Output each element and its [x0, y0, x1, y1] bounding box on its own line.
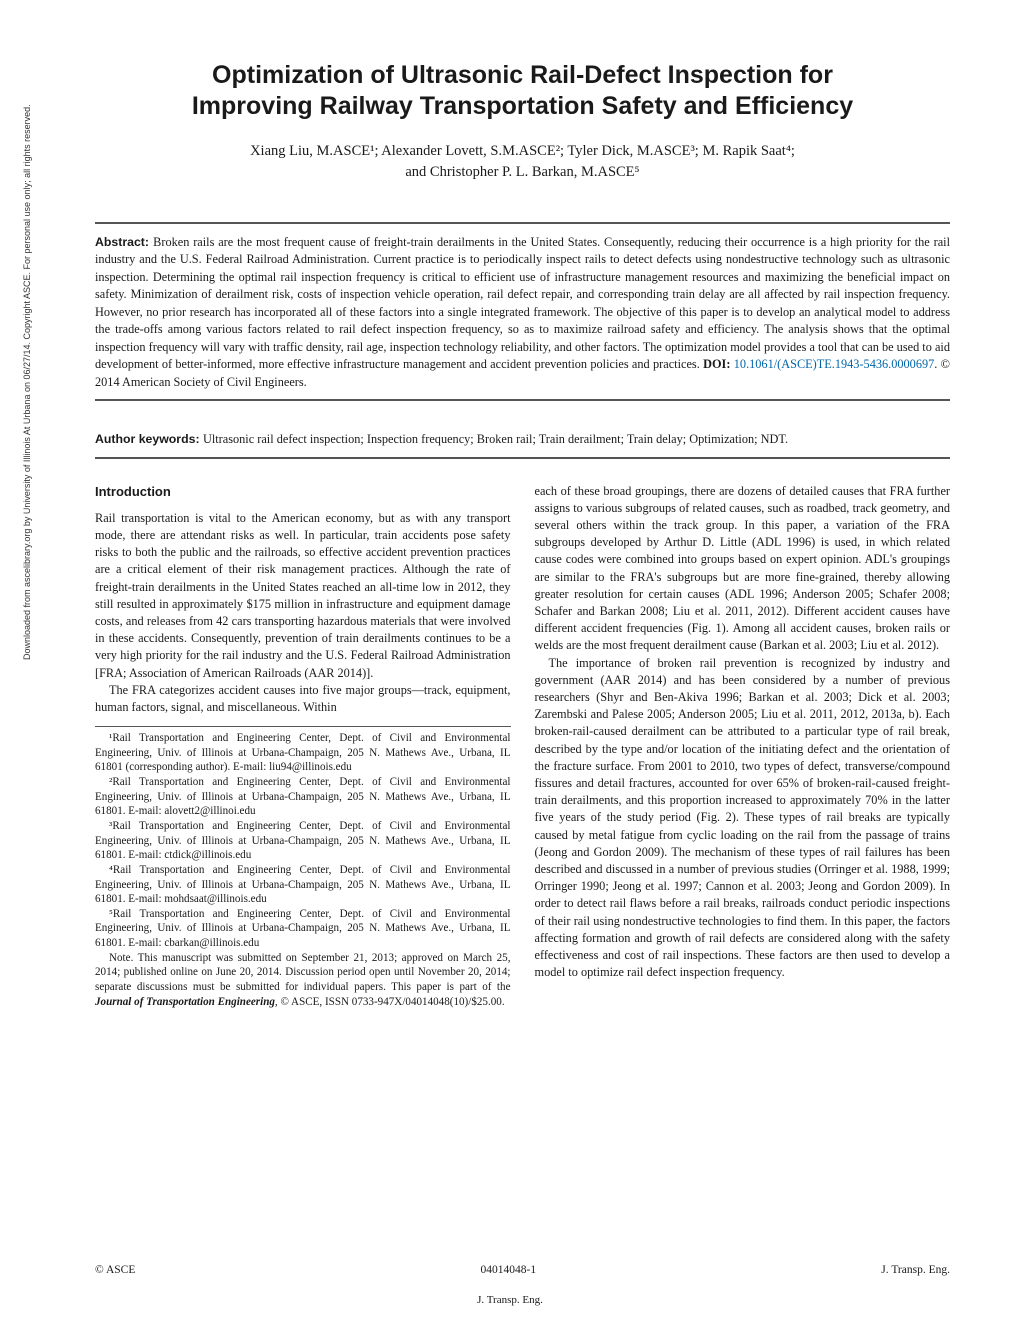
intro-paragraph-1: Rail transportation is vital to the Amer… [95, 510, 511, 682]
footer-journal-abbrev: J. Transp. Eng. [881, 1264, 950, 1276]
author-list: Xiang Liu, M.ASCE¹; Alexander Lovett, S.… [95, 141, 950, 185]
body-columns: Introduction Rail transportation is vita… [95, 483, 950, 1010]
author-footnotes: ¹Rail Transportation and Engineering Cen… [95, 726, 511, 1009]
keywords-label: Author keywords: [95, 432, 203, 446]
keywords-text: Ultrasonic rail defect inspection; Inspe… [203, 432, 788, 446]
title-line-2: Improving Railway Transportation Safety … [192, 92, 853, 120]
abstract-label: Abstract: [95, 235, 153, 249]
publication-note: Note. This manuscript was submitted on S… [95, 951, 511, 1010]
title-line-1: Optimization of Ultrasonic Rail-Defect I… [212, 61, 833, 89]
download-notice: Downloaded from ascelibrary.org by Unive… [22, 104, 32, 660]
introduction-heading: Introduction [95, 483, 511, 501]
footnote-1: ¹Rail Transportation and Engineering Cen… [95, 731, 511, 775]
col2-paragraph-2: The importance of broken rail prevention… [535, 655, 951, 982]
col2-paragraph-1: each of these broad groupings, there are… [535, 483, 951, 655]
page-footer: © ASCE J. Transp. Eng. 04014048-1 [95, 1264, 950, 1276]
footnote-2: ²Rail Transportation and Engineering Cen… [95, 775, 511, 819]
footer-copyright: © ASCE [95, 1264, 135, 1276]
authors-line-1: Xiang Liu, M.ASCE¹; Alexander Lovett, S.… [250, 143, 795, 159]
doi-link[interactable]: 10.1061/(ASCE)TE.1943-5436.0000697 [734, 357, 935, 371]
keywords-block: Author keywords: Ultrasonic rail defect … [95, 425, 950, 458]
abstract-text: Broken rails are the most frequent cause… [95, 235, 950, 371]
footer-journal-bottom: J. Transp. Eng. [0, 1294, 1020, 1306]
footnote-5: ⁵Rail Transportation and Engineering Cen… [95, 907, 511, 951]
doi-label: DOI: [703, 357, 734, 371]
paper-title: Optimization of Ultrasonic Rail-Defect I… [95, 60, 950, 123]
note-tail: , © ASCE, ISSN 0733-947X/04014048(10)/$2… [275, 996, 505, 1008]
footer-page-number: 04014048-1 [95, 1264, 950, 1276]
authors-line-2: and Christopher P. L. Barkan, M.ASCE⁵ [405, 164, 639, 180]
intro-paragraph-2: The FRA categorizes accident causes into… [95, 682, 511, 716]
note-journal-name: Journal of Transportation Engineering [95, 996, 275, 1008]
footnote-4: ⁴Rail Transportation and Engineering Cen… [95, 863, 511, 907]
abstract: Abstract: Broken rails are the most freq… [95, 234, 950, 391]
note-pre: Note. This manuscript was submitted on S… [95, 952, 511, 993]
footnote-3: ³Rail Transportation and Engineering Cen… [95, 819, 511, 863]
abstract-block: Abstract: Broken rails are the most freq… [95, 222, 950, 401]
